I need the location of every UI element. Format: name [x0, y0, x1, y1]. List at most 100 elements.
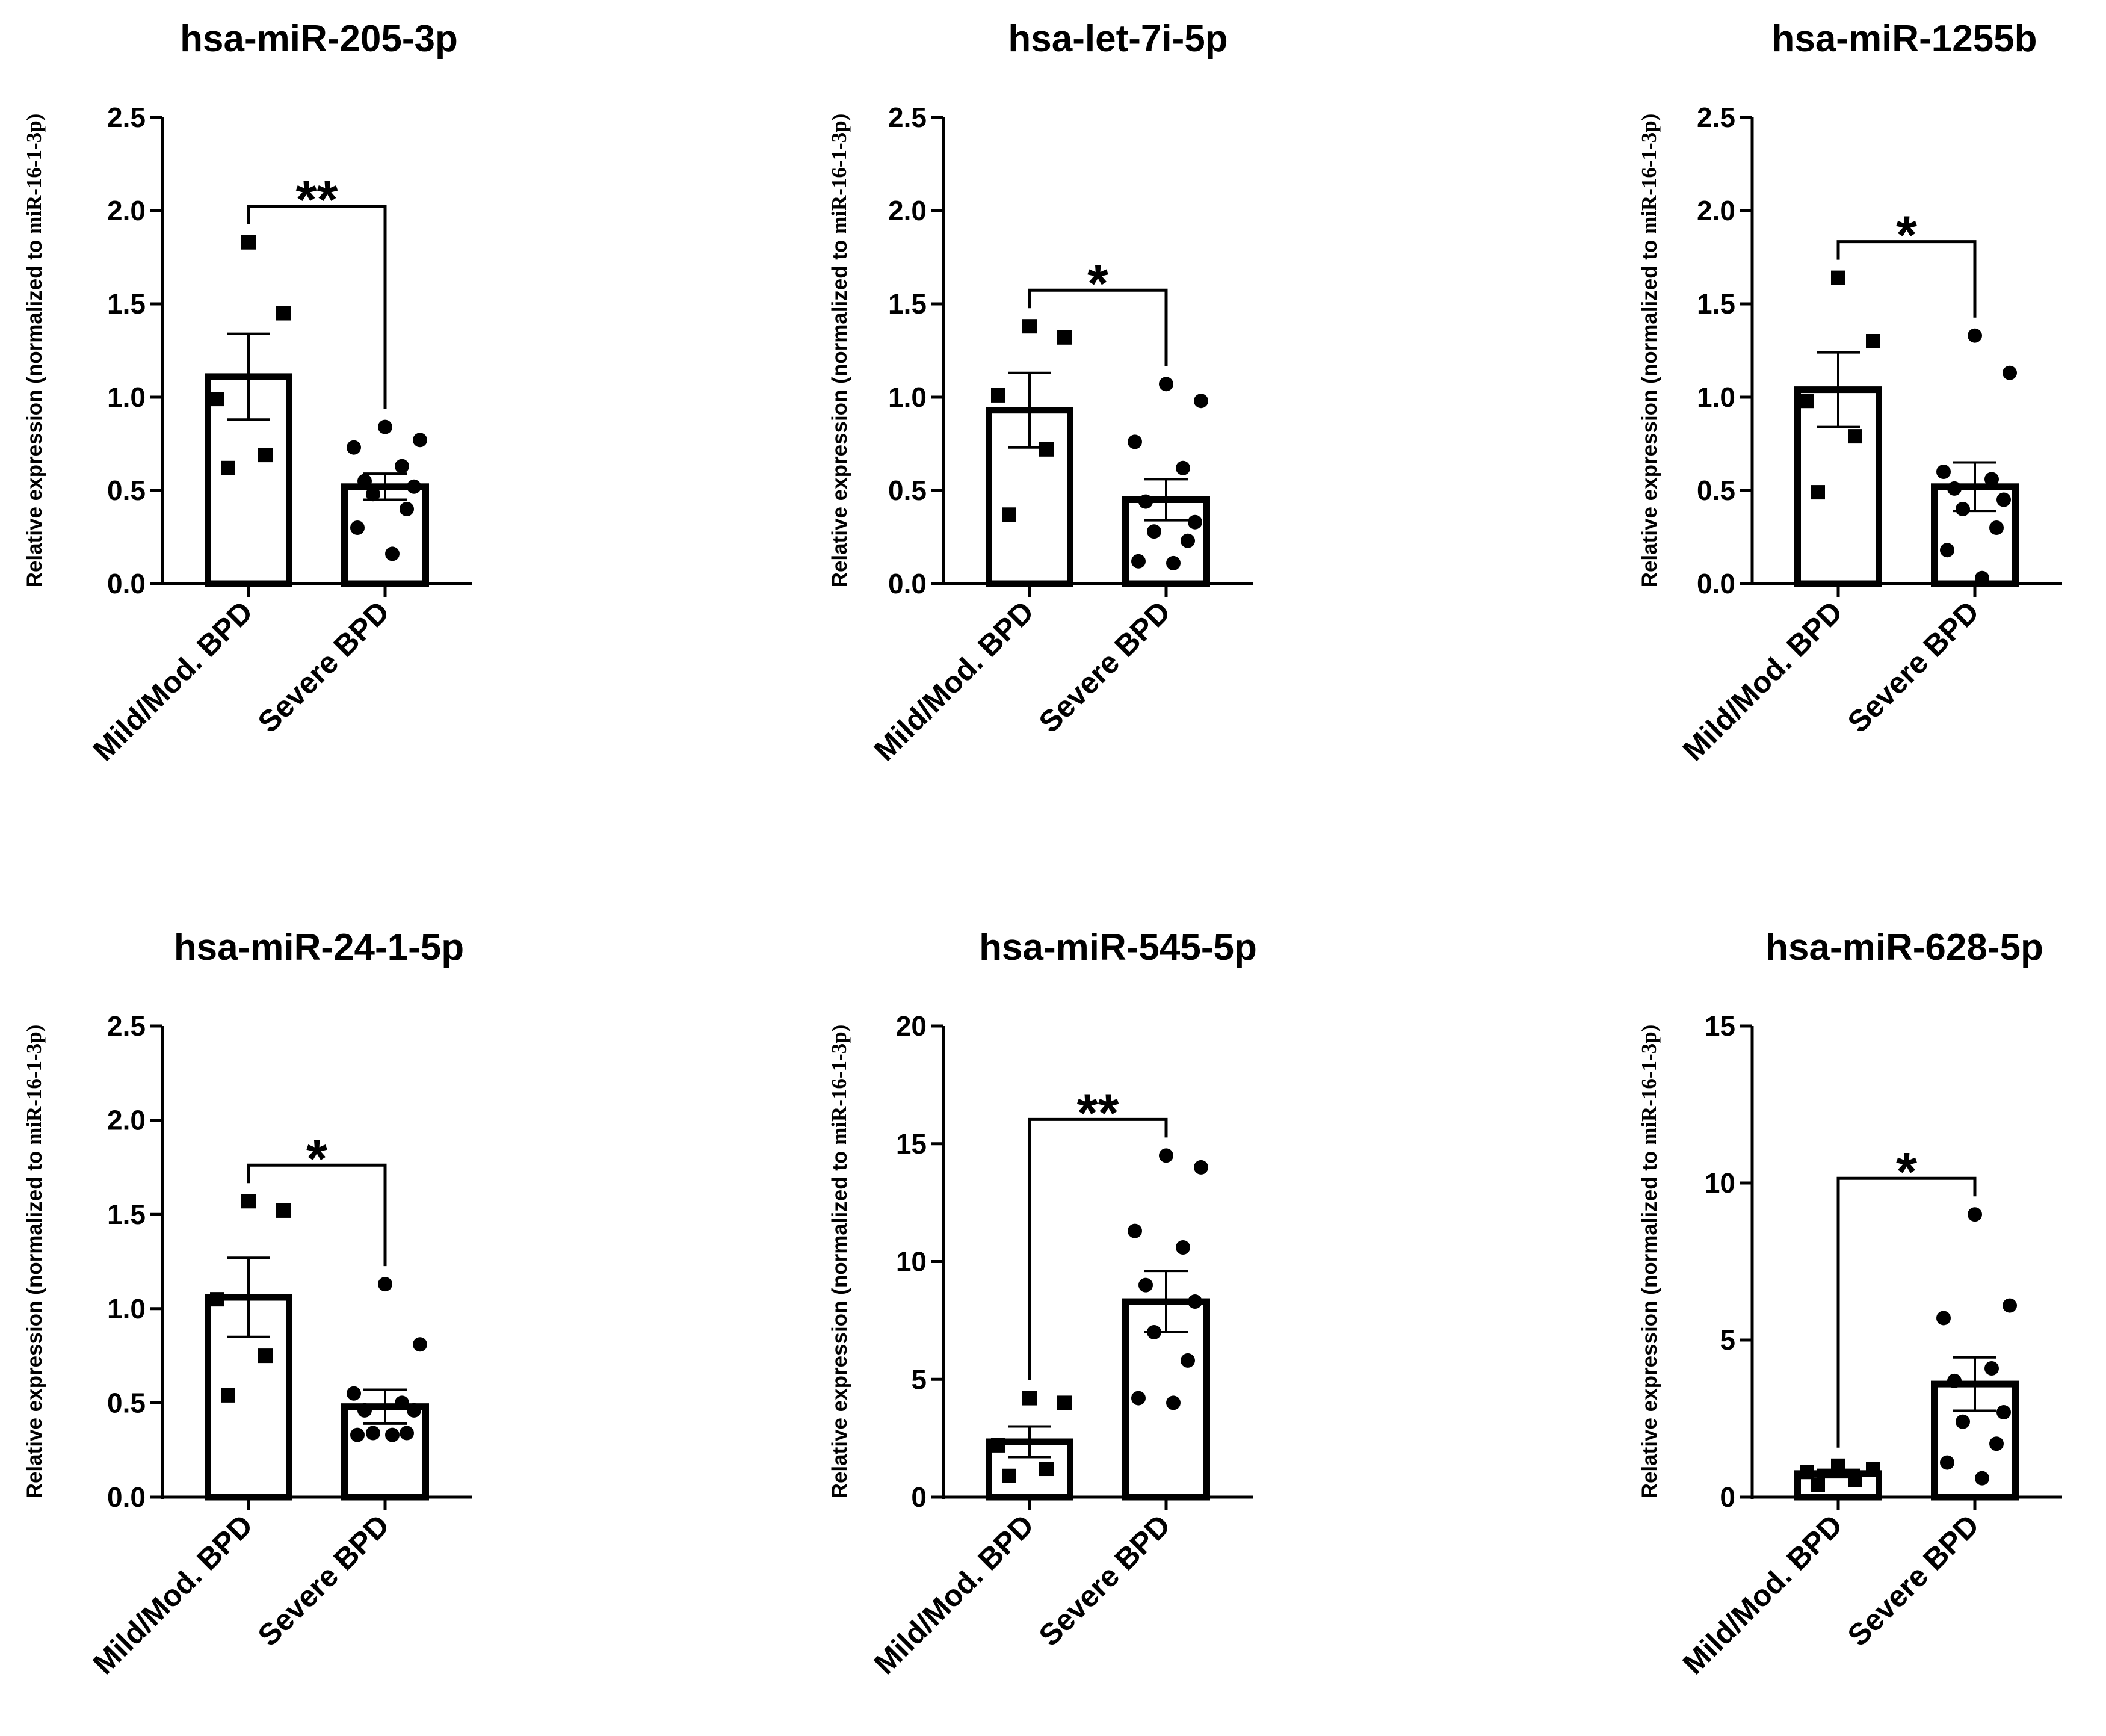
y-axis-label-reference: miR-16-1-3p) [1637, 114, 1661, 234]
data-point-circle [378, 1277, 392, 1292]
significance-bracket [247, 1163, 387, 1267]
data-point-circle [1166, 1395, 1181, 1410]
significance-bracket [1028, 288, 1168, 366]
x-category-label: Mild/Mod. BPD [868, 595, 1040, 767]
x-category-label: Mild/Mod. BPD [1676, 1508, 1849, 1681]
data-point-circle [1956, 1414, 1970, 1429]
data-point-square [258, 448, 273, 463]
y-tick-label: 5 [911, 1364, 927, 1395]
data-point-circle [1159, 377, 1173, 392]
data-point-circle [1940, 1455, 1954, 1470]
data-point-square [210, 392, 224, 407]
y-axis-label: Relative expression (normalized to miR-1… [827, 114, 851, 588]
y-axis-label: Relative expression (normalized to miR-1… [22, 1025, 46, 1499]
data-point-circle [395, 459, 409, 474]
data-point-square [1057, 330, 1072, 345]
y-tick-label: 0.5 [107, 475, 146, 506]
y-tick-label: 0.5 [1697, 475, 1735, 506]
y-tick-label: 2.0 [1697, 195, 1735, 226]
data-point-square [221, 460, 235, 475]
bar-mild-mod-bpd [986, 407, 1073, 587]
y-tick-label: 15 [1705, 1010, 1735, 1042]
data-point-circle [1181, 1353, 1195, 1368]
data-point-square [1057, 1395, 1072, 1410]
data-point-square [1022, 1391, 1037, 1406]
data-point-circle [347, 440, 361, 455]
data-point-circle [357, 474, 372, 489]
data-point-circle [1147, 1324, 1161, 1339]
data-point-circle [350, 1427, 365, 1442]
y-tick-label: 2.0 [107, 195, 146, 226]
y-tick-label: 2.0 [107, 1105, 146, 1136]
data-point-circle [350, 520, 365, 535]
data-point-circle [1936, 1311, 1951, 1326]
data-point-circle [1138, 1277, 1153, 1293]
data-point-circle [1131, 554, 1146, 569]
data-point-square [1848, 429, 1862, 444]
x-category-label: Severe BPD [1841, 595, 1986, 739]
data-point-circle [395, 1395, 409, 1410]
y-tick-label: 2.5 [107, 102, 146, 133]
data-point-circle [1968, 1207, 1982, 1222]
data-point-square [276, 306, 291, 321]
data-point-circle [400, 502, 414, 516]
y-axis-label-reference: miR-16-1-3p) [22, 1025, 46, 1145]
significance-bracket [1028, 1117, 1168, 1380]
chart-panel-1: hsa-miR-205-3p Relative expression (norma… [22, 18, 472, 767]
y-tick-label: 2.5 [107, 1010, 146, 1042]
data-point-circle [1996, 1405, 2011, 1420]
y-tick-label: 1.0 [1697, 381, 1735, 413]
y-tick-label: 20 [896, 1010, 927, 1042]
data-point-square [276, 1203, 291, 1218]
data-point-square [1002, 507, 1016, 522]
chart-title: hsa-miR-628-5p [1765, 927, 2043, 968]
data-point-square [1022, 319, 1037, 334]
x-category-label: Severe BPD [252, 1508, 396, 1652]
data-point-circle [1984, 1361, 1999, 1376]
y-tick-label: 15 [896, 1128, 927, 1160]
data-point-circle [1188, 1294, 1202, 1309]
y-tick-label: 10 [896, 1246, 927, 1277]
y-axis-label-text: Relative expression (normalized to [23, 234, 46, 587]
data-point-circle [407, 1403, 421, 1418]
data-point-square [1039, 1462, 1054, 1477]
data-point-circle [378, 419, 392, 434]
y-tick-label: 2.0 [888, 195, 927, 226]
y-tick-label: 1.5 [888, 288, 927, 320]
y-axis-label-reference: miR-16-1-3p) [827, 114, 851, 234]
y-axis-label: Relative expression (normalized to miR-1… [827, 1025, 851, 1499]
data-point-circle [1176, 460, 1190, 475]
chart-title: hsa-let-7i-5p [1008, 18, 1227, 60]
data-point-circle [413, 1337, 427, 1352]
chart-title: hsa-miR-1255b [1771, 18, 2037, 60]
y-tick-label: 1.5 [107, 1199, 146, 1230]
x-category-label: Mild/Mod. BPD [87, 1508, 259, 1681]
chart-panel-6: hsa-miR-628-5p Relative expression (norma… [1637, 927, 2062, 1681]
data-point-square [1811, 1477, 1825, 1492]
data-point-square [1800, 394, 1814, 409]
data-point-circle [1128, 1223, 1142, 1238]
y-tick-label: 10 [1705, 1167, 1735, 1199]
data-point-circle [1975, 1471, 1989, 1486]
data-point-circle [1128, 434, 1142, 449]
data-point-circle [1188, 514, 1202, 530]
data-point-circle [1159, 1148, 1173, 1163]
data-point-circle [413, 433, 427, 448]
data-point-circle [366, 1426, 380, 1441]
data-point-circle [1968, 328, 1982, 343]
data-point-circle [1936, 465, 1951, 479]
chart-panel-3: hsa-miR-1255b Relative expression (normal… [1637, 18, 2062, 767]
bar-severe-bpd [341, 483, 429, 587]
data-point-square [991, 1438, 1005, 1453]
data-point-circle [1194, 1160, 1208, 1175]
y-axis-label-reference: miR-16-1-3p) [1637, 1025, 1661, 1145]
x-category-label: Severe BPD [252, 595, 396, 739]
y-tick-label: 0 [1720, 1481, 1735, 1513]
data-point-circle [347, 1386, 361, 1401]
data-point-circle [385, 1427, 400, 1442]
data-point-square [1848, 1472, 1862, 1487]
y-tick-label: 1.0 [888, 381, 927, 413]
x-category-label: Severe BPD [1841, 1508, 1986, 1652]
y-tick-label: 0.0 [888, 568, 927, 599]
